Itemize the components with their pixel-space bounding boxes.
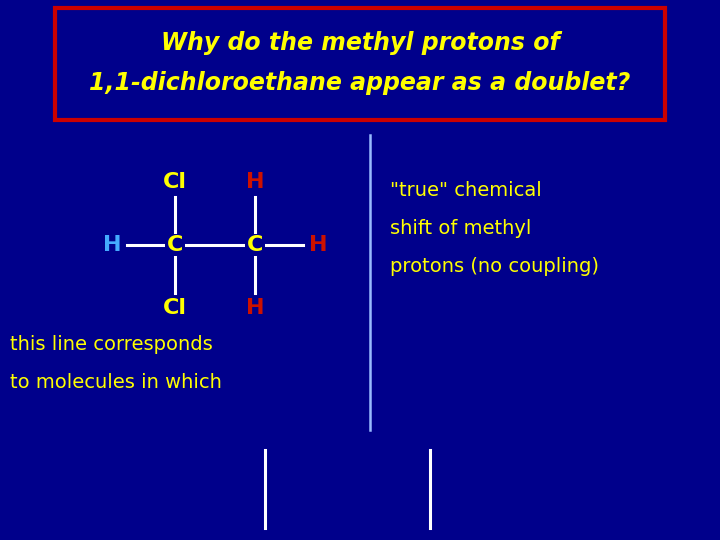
Text: H: H bbox=[103, 235, 121, 255]
Text: this line corresponds: this line corresponds bbox=[10, 335, 212, 354]
Text: shift of methyl: shift of methyl bbox=[390, 219, 531, 238]
Text: C: C bbox=[167, 235, 183, 255]
Text: "true" chemical: "true" chemical bbox=[390, 180, 541, 199]
Text: Cl: Cl bbox=[163, 172, 187, 192]
Text: C: C bbox=[247, 235, 264, 255]
Text: Cl: Cl bbox=[163, 298, 187, 318]
FancyBboxPatch shape bbox=[55, 8, 665, 120]
Text: 1,1-dichloroethane appear as a doublet?: 1,1-dichloroethane appear as a doublet? bbox=[89, 71, 631, 95]
Text: H: H bbox=[246, 172, 264, 192]
Text: to molecules in which: to molecules in which bbox=[10, 374, 222, 393]
Text: H: H bbox=[309, 235, 328, 255]
Text: H: H bbox=[246, 298, 264, 318]
Text: protons (no coupling): protons (no coupling) bbox=[390, 256, 599, 275]
Text: Why do the methyl protons of: Why do the methyl protons of bbox=[161, 31, 559, 55]
